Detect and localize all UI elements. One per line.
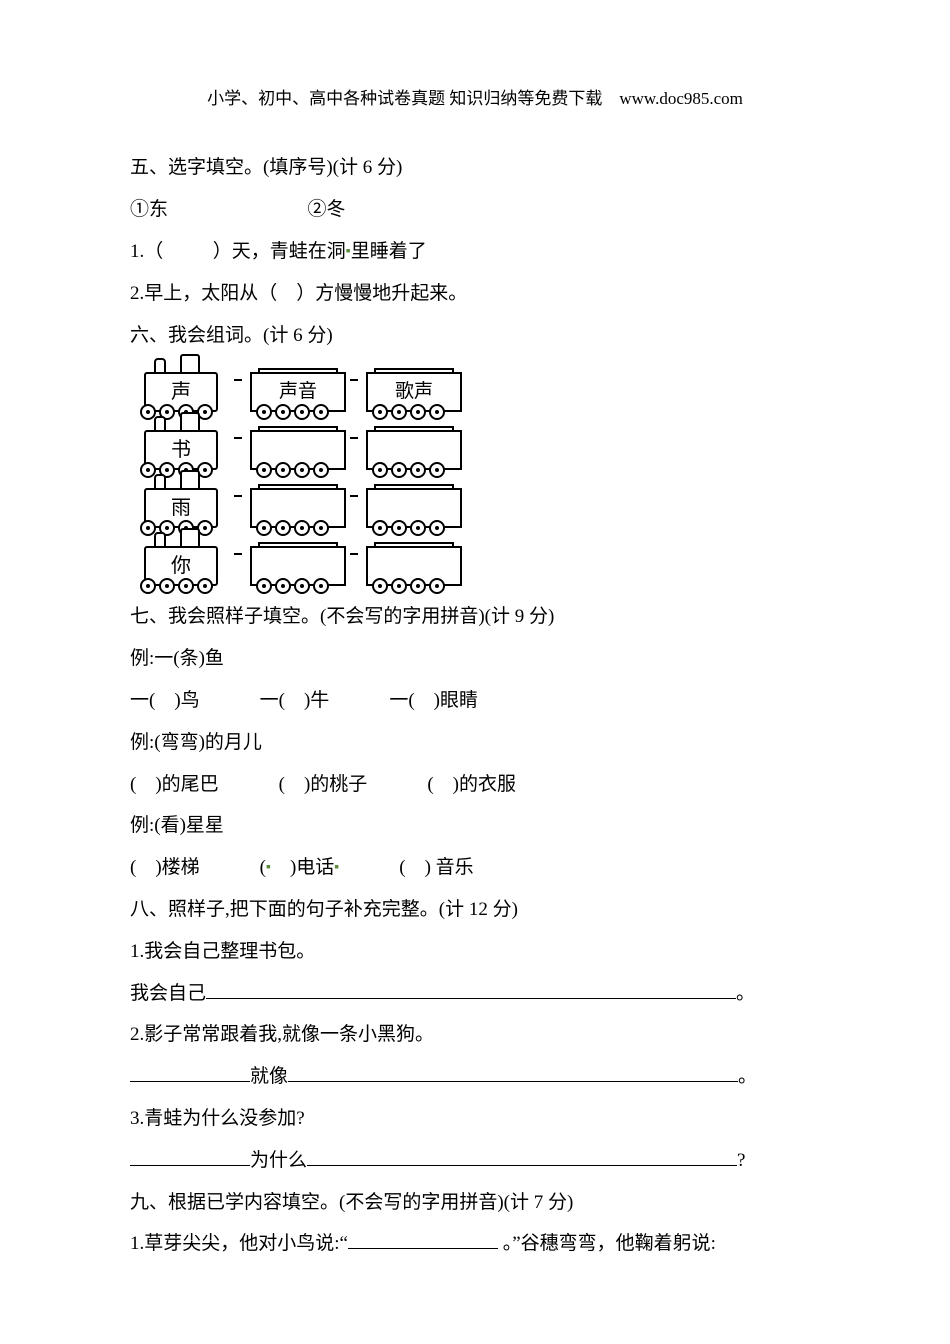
q7-r2-2: ( )的桃子 [279, 764, 368, 806]
train-engine: 雨 [130, 480, 230, 534]
blank-line [348, 1229, 498, 1249]
q5-item2: 2.早上，太阳从（ ）方慢慢地升起来。 [130, 273, 820, 315]
q7-ex1: 例:一(条)鱼 [130, 638, 820, 680]
blank-line [288, 1062, 738, 1082]
train-section: 声 声音 歌声 书 [130, 364, 820, 592]
q8-i2: 2.影子常常跟着我,就像一条小黑狗。 [130, 1014, 820, 1056]
q6-title: 六、我会组词。(计 6 分) [130, 315, 820, 357]
q7-r3-2-post: )电话 [271, 857, 334, 878]
q8-i1-blank: 我会自己。 [130, 973, 820, 1015]
train-wagon: 声音 [246, 364, 346, 418]
q8-i1: 1.我会自己整理书包。 [130, 931, 820, 973]
q7-r3-2: (▪ )电话▪ [260, 847, 340, 889]
blank-line [307, 1146, 737, 1166]
train-wagon [362, 538, 462, 592]
q7-r2-1: ( )的尾巴 [130, 764, 219, 806]
q7-r1-3: 一( )眼睛 [389, 680, 478, 722]
blank-line [130, 1062, 250, 1082]
q7-r3-3: ( ) 音乐 [399, 847, 473, 889]
q9-title: 九、根据已学内容填空。(不会写的字用拼音)(计 7 分) [130, 1182, 820, 1224]
q5-opt1: ①东 [130, 199, 168, 220]
q8-i3-mid: 为什么 [250, 1150, 307, 1171]
page-header: 小学、初中、高中各种试卷真题 知识归纳等免费下载 www.doc985.com [130, 80, 820, 117]
q7-r2-3: ( )的衣服 [427, 764, 516, 806]
q5-item1-post: ）天，青蛙在洞 [213, 241, 346, 262]
train-wagon [362, 480, 462, 534]
train-group-2: 书 [130, 422, 462, 476]
q8-i1-stem: 我会自己 [130, 983, 206, 1004]
train-engine: 声 [130, 364, 230, 418]
train-wagon [362, 422, 462, 476]
blank-line [130, 1146, 250, 1166]
q7-title: 七、我会照样子填空。(不会写的字用拼音)(计 9 分) [130, 596, 820, 638]
q5-item1-pre: 1.（ [130, 241, 163, 262]
blank-line [206, 979, 736, 999]
q5-options: ①东 ②冬 [130, 189, 820, 231]
q8-i3: 3.青蛙为什么没参加? [130, 1098, 820, 1140]
train-group-1: 声 声音 歌声 [130, 364, 462, 418]
q5-opt2: ②冬 [308, 199, 346, 220]
q8-i2-blank: 就像。 [130, 1056, 820, 1098]
q7-r3-1: ( )楼梯 [130, 847, 200, 889]
q7-ex3: 例:(看)星星 [130, 805, 820, 847]
q8-i2-mid: 就像 [250, 1066, 288, 1087]
q5-title: 五、选字填空。(填序号)(计 6 分) [130, 147, 820, 189]
q7-row1: 一( )鸟 一( )牛 一( )眼睛 [130, 680, 820, 722]
q7-ex2: 例:(弯弯)的月儿 [130, 722, 820, 764]
train-engine: 书 [130, 422, 230, 476]
train-engine: 你 [130, 538, 230, 592]
train-wagon [246, 480, 346, 534]
q8-title: 八、照样子,把下面的句子补充完整。(计 12 分) [130, 889, 820, 931]
train-group-4: 你 [130, 538, 462, 592]
q5-item1: 1.（ ）天，青蛙在洞▪里睡着了 [130, 231, 820, 273]
q7-r1-2: 一( )牛 [260, 680, 330, 722]
q8-i3-blank: 为什么? [130, 1140, 820, 1182]
q9-i1-post: 。”谷穗弯弯，他鞠着躬说: [498, 1233, 716, 1254]
train-group-3: 雨 [130, 480, 462, 534]
q5-item1-end: 里睡着了 [351, 241, 427, 262]
q7-r1-1: 一( )鸟 [130, 680, 200, 722]
q7-row2: ( )的尾巴 ( )的桃子 ( )的衣服 [130, 764, 820, 806]
q7-row3: ( )楼梯 (▪ )电话▪ ( ) 音乐 [130, 847, 820, 889]
train-wagon [246, 538, 346, 592]
q9-i1: 1.草芽尖尖，他对小鸟说:“ 。”谷穗弯弯，他鞠着躬说: [130, 1223, 820, 1265]
q9-i1-pre: 1.草芽尖尖，他对小鸟说:“ [130, 1233, 348, 1254]
train-wagon: 歌声 [362, 364, 462, 418]
dot-icon: ▪ [334, 860, 339, 875]
train-wagon [246, 422, 346, 476]
